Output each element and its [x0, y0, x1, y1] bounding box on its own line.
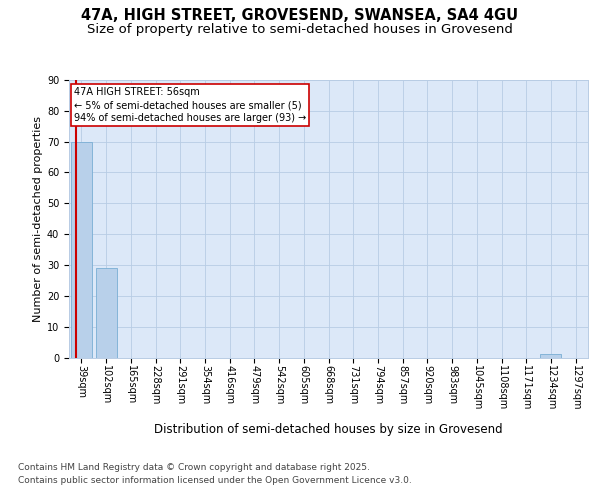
Bar	[71, 142, 92, 358]
Bar	[95, 268, 116, 358]
Y-axis label: Number of semi-detached properties: Number of semi-detached properties	[33, 116, 43, 322]
Text: Distribution of semi-detached houses by size in Grovesend: Distribution of semi-detached houses by …	[154, 422, 503, 436]
Text: Contains public sector information licensed under the Open Government Licence v3: Contains public sector information licen…	[18, 476, 412, 485]
Text: Contains HM Land Registry data © Crown copyright and database right 2025.: Contains HM Land Registry data © Crown c…	[18, 462, 370, 471]
Bar	[541, 354, 562, 358]
Text: 47A HIGH STREET: 56sqm
← 5% of semi-detached houses are smaller (5)
94% of semi-: 47A HIGH STREET: 56sqm ← 5% of semi-deta…	[74, 87, 307, 124]
Text: 47A, HIGH STREET, GROVESEND, SWANSEA, SA4 4GU: 47A, HIGH STREET, GROVESEND, SWANSEA, SA…	[82, 8, 518, 22]
Text: Size of property relative to semi-detached houses in Grovesend: Size of property relative to semi-detach…	[87, 22, 513, 36]
